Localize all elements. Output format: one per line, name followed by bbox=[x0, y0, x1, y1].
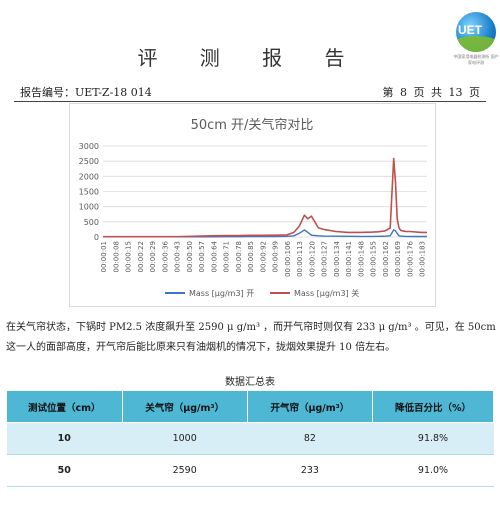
y-tick-label: 0 bbox=[94, 233, 99, 242]
x-tick-label: 00:00:08 bbox=[112, 241, 120, 272]
table-cell: 91.8% bbox=[372, 422, 494, 455]
report-header: 报告编号：UET-Z-18 014 第 8 页 共 13 页 bbox=[20, 84, 480, 100]
x-tick-label: 00:00:36 bbox=[161, 240, 169, 272]
y-tick-label: 1000 bbox=[79, 203, 99, 212]
table-cell: 10 bbox=[6, 422, 123, 455]
table-cell: 2590 bbox=[122, 454, 248, 487]
series-line bbox=[103, 157, 427, 238]
table-title: 数据汇总表 bbox=[225, 377, 275, 388]
table-row: 10 1000 82 91.8% bbox=[6, 422, 494, 455]
header-divider bbox=[14, 101, 486, 102]
x-tick-label: 00:00:29 bbox=[149, 241, 157, 272]
x-tick-label: 00:00:22 bbox=[137, 241, 145, 272]
table-cell: 233 bbox=[247, 454, 373, 487]
chart-title: 50cm 开/关气帘对比 bbox=[191, 117, 314, 133]
table-cell: 82 bbox=[247, 422, 373, 455]
y-tick-label: 500 bbox=[84, 218, 99, 227]
analysis-paragraph: 在关气帘状态，下锅时 PM2.5 浓度飙升至 2590 μ g/m³ ，而开气帘… bbox=[6, 322, 496, 353]
x-tick-label: 00:00:78 bbox=[235, 241, 243, 272]
line-chart: 50cm 开/关气帘对比 0 500 1000 1500 2000 2500 3000 00:0… bbox=[79, 117, 427, 298]
x-tick-label: 00:00:176 bbox=[406, 240, 414, 276]
table-header-row: 测试位置（cm） 关气帘（μg/m³） 开气帘（μg/m³） 降低百分比（%） bbox=[6, 390, 494, 423]
x-tick-label: 00:00:141 bbox=[345, 241, 353, 277]
y-tick-label: 1500 bbox=[79, 188, 99, 197]
x-tick-label: 00:00:113 bbox=[296, 241, 304, 277]
x-tick-label: 00:00:99 bbox=[272, 241, 280, 272]
y-tick-label: 3000 bbox=[79, 142, 99, 151]
logo-subtitle: 中国家用电器检测所 国产家电评测 bbox=[453, 54, 499, 65]
table-row: 50 2590 233 91.0% bbox=[6, 454, 494, 487]
legend-label: Mass [µg/m3] 开 bbox=[189, 289, 254, 298]
column-header: 测试位置（cm） bbox=[6, 390, 123, 423]
chart-container: 50cm 开/关气帘对比 0 500 1000 1500 2000 2500 3000 00:0… bbox=[69, 103, 436, 307]
x-tick-label: 00:00:43 bbox=[174, 241, 182, 272]
column-header: 开气帘（μg/m³） bbox=[246, 390, 374, 423]
page-title: 评 测 报 告 bbox=[137, 46, 363, 70]
x-tick-label: 00:00:183 bbox=[419, 241, 427, 277]
x-tick-label: 00:00:01 bbox=[100, 241, 108, 272]
x-tick-label: 00:00:71 bbox=[223, 241, 231, 272]
x-tick-label: 00:00:64 bbox=[210, 240, 218, 272]
summary-table: 测试位置（cm） 关气帘（μg/m³） 开气帘（μg/m³） 降低百分比（%） … bbox=[6, 390, 494, 487]
x-tick-label: 00:00:57 bbox=[198, 241, 206, 272]
report-number: 报告编号：UET-Z-18 014 bbox=[20, 86, 152, 99]
table-cell: 50 bbox=[6, 454, 123, 487]
x-tick-label: 00:00:106 bbox=[284, 240, 292, 276]
legend-label: Mass [µg/m3] 关 bbox=[294, 288, 359, 298]
x-tick-label: 00:00:169 bbox=[394, 241, 402, 277]
y-tick-label: 2000 bbox=[79, 172, 99, 181]
uet-logo: UET 中国家用电器检测所 国产家电评测 bbox=[452, 12, 500, 76]
x-tick-label: 00:00:15 bbox=[125, 241, 133, 272]
x-tick-label: 00:00:148 bbox=[357, 241, 365, 277]
globe-icon bbox=[456, 12, 496, 52]
table-cell: 1000 bbox=[122, 422, 248, 455]
page-info: 第 8 页 共 13 页 bbox=[382, 86, 480, 99]
x-tick-label: 00:00:162 bbox=[382, 241, 390, 277]
table-cell: 91.0% bbox=[372, 454, 494, 487]
logo-text: UET bbox=[458, 23, 482, 37]
x-tick-label: 00:00:120 bbox=[308, 241, 316, 277]
x-tick-label: 00:00:127 bbox=[321, 241, 329, 277]
x-tick-label: 00:00:92 bbox=[259, 241, 267, 272]
x-tick-label: 00:00:155 bbox=[370, 241, 378, 277]
column-header: 降低百分比（%） bbox=[372, 390, 494, 423]
column-header: 关气帘（μg/m³） bbox=[121, 390, 248, 423]
x-tick-label: 00:00:50 bbox=[186, 241, 194, 272]
x-tick-label: 00:00:134 bbox=[333, 240, 341, 276]
y-tick-label: 2500 bbox=[79, 157, 99, 166]
x-tick-label: 00:00:85 bbox=[247, 241, 255, 272]
